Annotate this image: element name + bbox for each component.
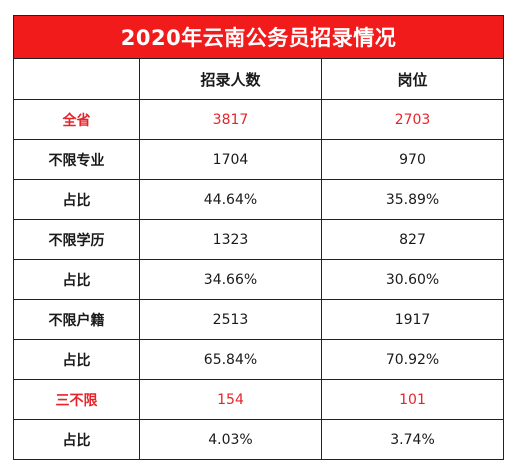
positions-value: 3.74% [320, 419, 505, 460]
recruits-value: 65.84% [139, 339, 322, 380]
header-positions: 岗位 [320, 58, 505, 100]
recruits-value: 44.64% [139, 179, 322, 220]
positions-value: 970 [320, 139, 505, 180]
positions-value: 30.60% [320, 259, 505, 300]
table-row-any-major-share: 占比 44.64% 35.89% [13, 179, 505, 220]
table-row-three-unrestricted-share: 占比 4.03% 3.74% [13, 419, 505, 460]
row-label: 不限学历 [13, 219, 140, 260]
row-label: 占比 [13, 259, 140, 300]
table-row-any-education: 不限学历 1323 827 [13, 219, 505, 260]
table-title: 2020年云南公务员招录情况 [12, 15, 505, 59]
recruits-value: 1704 [139, 139, 322, 180]
row-label: 占比 [13, 339, 140, 380]
row-label: 全省 [13, 99, 140, 140]
recruits-value: 4.03% [139, 419, 322, 460]
recruits-value: 154 [139, 379, 322, 420]
row-label: 占比 [13, 419, 140, 460]
positions-value: 35.89% [320, 179, 505, 220]
table-row-any-major: 不限专业 1704 970 [13, 139, 505, 180]
row-label: 三不限 [13, 379, 140, 420]
positions-value: 827 [320, 219, 505, 260]
recruitment-table: 2020年云南公务员招录情况 招录人数 岗位 全省 3817 2703 不限专业… [12, 15, 505, 460]
positions-value: 70.92% [320, 339, 505, 380]
recruits-value: 34.66% [139, 259, 322, 300]
header-empty [13, 58, 140, 100]
row-label: 不限户籍 [13, 299, 140, 340]
table-row-any-residence-share: 占比 65.84% 70.92% [13, 339, 505, 380]
row-label: 不限专业 [13, 139, 140, 180]
positions-value: 1917 [320, 299, 505, 340]
table-row-three-unrestricted: 三不限 154 101 [13, 379, 505, 420]
recruits-value: 3817 [139, 99, 322, 140]
recruitment-table-container: 2020年云南公务员招录情况 招录人数 岗位 全省 3817 2703 不限专业… [12, 15, 505, 460]
header-recruits: 招录人数 [139, 58, 322, 100]
title-row: 2020年云南公务员招录情况 [12, 15, 505, 59]
table-row-any-residence: 不限户籍 2513 1917 [13, 299, 505, 340]
table-row-province: 全省 3817 2703 [13, 99, 505, 140]
recruits-value: 2513 [139, 299, 322, 340]
positions-value: 101 [320, 379, 505, 420]
header-row: 招录人数 岗位 [13, 58, 505, 100]
positions-value: 2703 [320, 99, 505, 140]
recruits-value: 1323 [139, 219, 322, 260]
row-label: 占比 [13, 179, 140, 220]
table-row-any-education-share: 占比 34.66% 30.60% [13, 259, 505, 300]
